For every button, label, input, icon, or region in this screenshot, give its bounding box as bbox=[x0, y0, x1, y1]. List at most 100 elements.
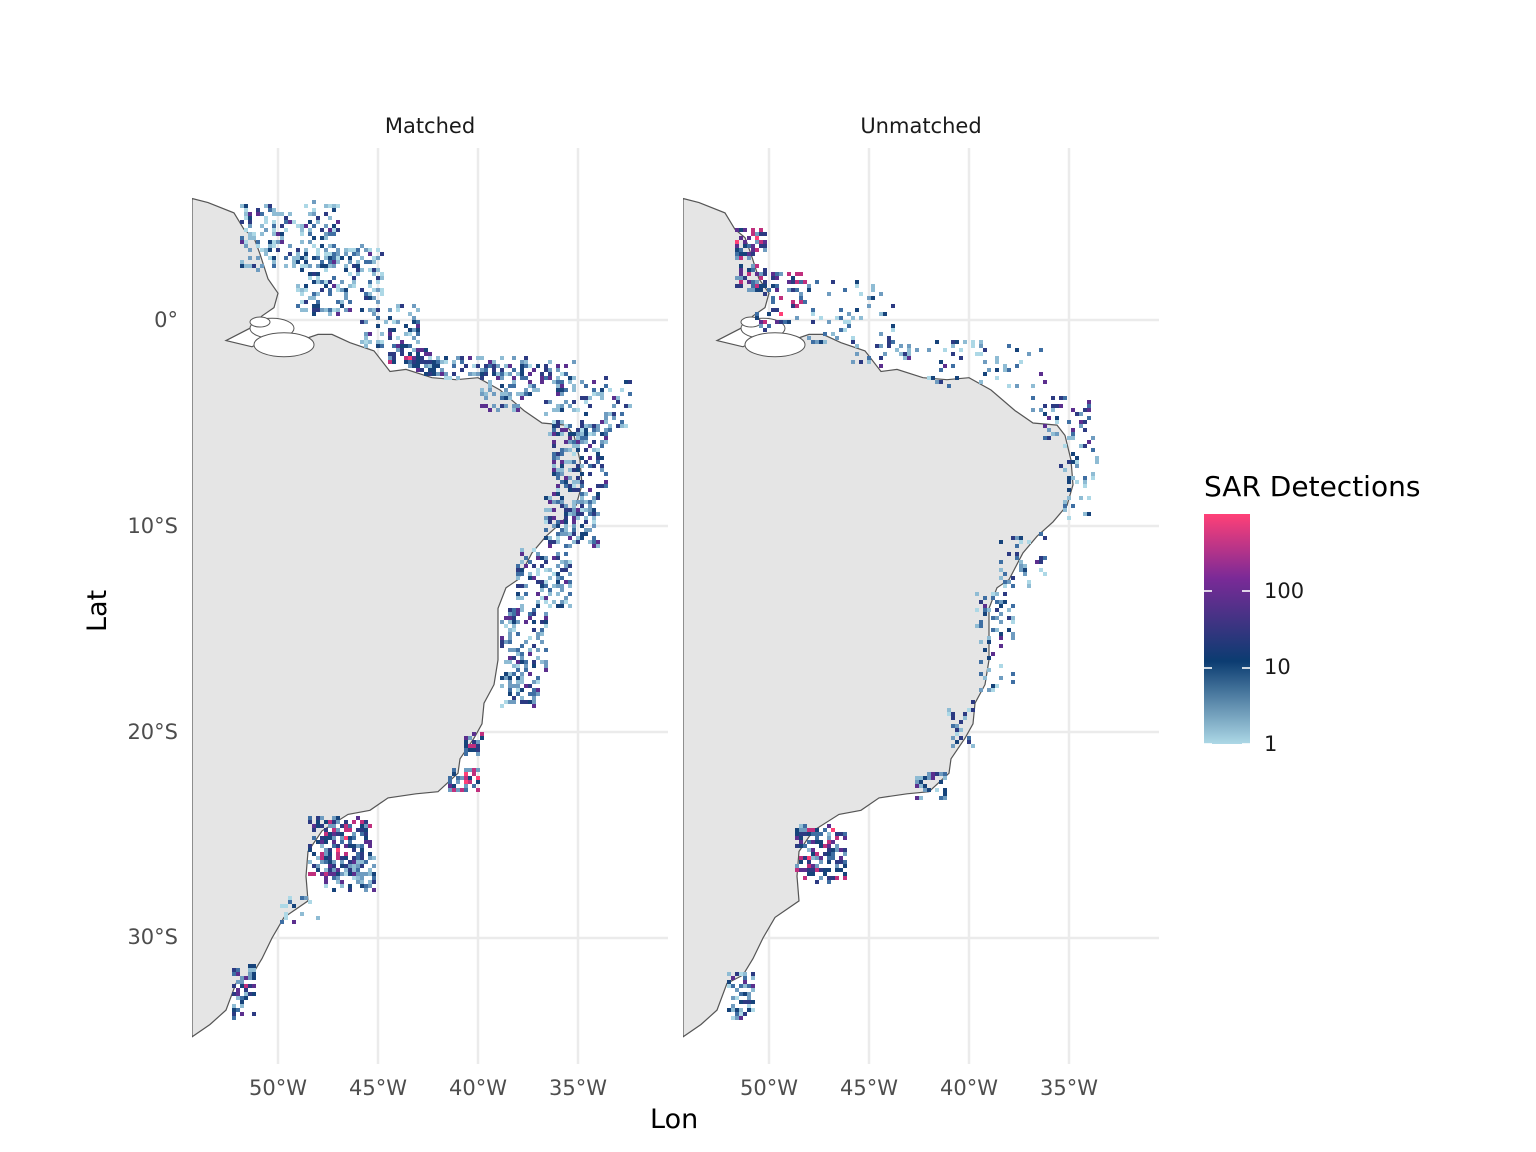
detection-cell bbox=[1071, 428, 1075, 432]
detection-cell bbox=[751, 1008, 755, 1012]
detection-cell bbox=[580, 524, 584, 528]
detection-cell bbox=[540, 632, 544, 636]
detection-cell bbox=[332, 872, 336, 876]
detection-cell bbox=[556, 576, 560, 580]
detection-cell bbox=[991, 652, 995, 656]
detection-cell bbox=[328, 860, 332, 864]
detection-cell bbox=[332, 232, 336, 236]
detection-cell bbox=[540, 660, 544, 664]
detection-cell bbox=[919, 780, 923, 784]
detection-cell bbox=[416, 356, 420, 360]
detection-cell bbox=[336, 252, 340, 256]
x-tick-label: 40°W bbox=[940, 1076, 998, 1100]
detection-cell bbox=[500, 676, 504, 680]
detection-cell bbox=[352, 264, 356, 268]
detection-cell bbox=[751, 252, 755, 256]
detection-cell bbox=[588, 512, 592, 516]
detection-cell bbox=[424, 372, 428, 376]
detection-cell bbox=[324, 820, 328, 824]
detection-cell bbox=[991, 684, 995, 688]
detection-cell bbox=[376, 308, 380, 312]
detection-cell bbox=[316, 856, 320, 860]
detection-cell bbox=[532, 644, 536, 648]
detection-cell bbox=[364, 340, 368, 344]
detection-cell bbox=[560, 380, 564, 384]
detection-cell bbox=[408, 344, 412, 348]
detection-cell bbox=[939, 360, 943, 364]
detection-cell bbox=[827, 292, 831, 296]
detection-cell bbox=[432, 360, 436, 364]
detection-cell bbox=[500, 368, 504, 372]
detection-cell bbox=[244, 988, 248, 992]
detection-cell bbox=[512, 608, 516, 612]
detection-cell bbox=[280, 904, 284, 908]
detection-cell bbox=[504, 616, 508, 620]
detection-cell bbox=[300, 292, 304, 296]
detection-cell bbox=[272, 224, 276, 228]
detection-cell bbox=[584, 500, 588, 504]
detection-cell bbox=[1083, 484, 1087, 488]
detection-cell bbox=[1087, 408, 1091, 412]
detection-cell bbox=[548, 508, 552, 512]
detection-cell bbox=[787, 288, 791, 292]
detection-cell bbox=[336, 856, 340, 860]
detection-cell bbox=[552, 456, 556, 460]
detection-cell bbox=[412, 328, 416, 332]
detection-cell bbox=[1071, 460, 1075, 464]
detection-cell bbox=[759, 320, 763, 324]
detection-cell bbox=[324, 252, 328, 256]
detection-cell bbox=[755, 280, 759, 284]
detection-cell bbox=[552, 540, 556, 544]
detection-cell bbox=[612, 404, 616, 408]
detection-cell bbox=[540, 372, 544, 376]
detection-cell bbox=[280, 920, 284, 924]
detection-cell bbox=[320, 228, 324, 232]
detection-cell bbox=[799, 868, 803, 872]
detection-cell bbox=[532, 696, 536, 700]
detection-cell bbox=[839, 856, 843, 860]
detection-cell bbox=[356, 268, 360, 272]
detection-cell bbox=[1091, 476, 1095, 480]
detection-cell bbox=[891, 324, 895, 328]
detection-cell bbox=[556, 420, 560, 424]
detection-cell bbox=[823, 332, 827, 336]
detection-cell bbox=[516, 568, 520, 572]
detection-cell bbox=[835, 860, 839, 864]
detection-cell bbox=[492, 372, 496, 376]
detection-cell bbox=[536, 632, 540, 636]
detection-cell bbox=[935, 380, 939, 384]
detection-cell bbox=[316, 248, 320, 252]
detection-cell bbox=[1063, 508, 1067, 512]
detection-cell bbox=[1071, 476, 1075, 480]
detection-cell bbox=[328, 280, 332, 284]
detection-cell bbox=[544, 648, 548, 652]
detection-cell bbox=[1047, 436, 1051, 440]
detection-cell bbox=[544, 400, 548, 404]
detection-cell bbox=[292, 260, 296, 264]
detection-cell bbox=[540, 640, 544, 644]
detection-cell bbox=[987, 368, 991, 372]
detection-cell bbox=[536, 648, 540, 652]
detection-cell bbox=[600, 420, 604, 424]
detection-cell bbox=[368, 284, 372, 288]
detection-cell bbox=[396, 344, 400, 348]
detection-cell bbox=[795, 868, 799, 872]
detection-cell bbox=[540, 620, 544, 624]
detection-cell bbox=[240, 976, 244, 980]
detection-cell bbox=[612, 396, 616, 400]
detection-cell bbox=[915, 784, 919, 788]
detection-cell bbox=[612, 412, 616, 416]
detection-cell bbox=[743, 1012, 747, 1016]
detection-cell bbox=[763, 272, 767, 276]
detection-cell bbox=[512, 656, 516, 660]
detection-cell bbox=[819, 844, 823, 848]
x-tick-label: 45°W bbox=[349, 1076, 407, 1100]
detection-cell bbox=[368, 852, 372, 856]
detection-cell bbox=[979, 344, 983, 348]
detection-cell bbox=[827, 848, 831, 852]
detection-cell bbox=[1003, 584, 1007, 588]
detection-cell bbox=[831, 828, 835, 832]
detection-cell bbox=[548, 400, 552, 404]
detection-cell bbox=[576, 512, 580, 516]
detection-cell bbox=[504, 624, 508, 628]
